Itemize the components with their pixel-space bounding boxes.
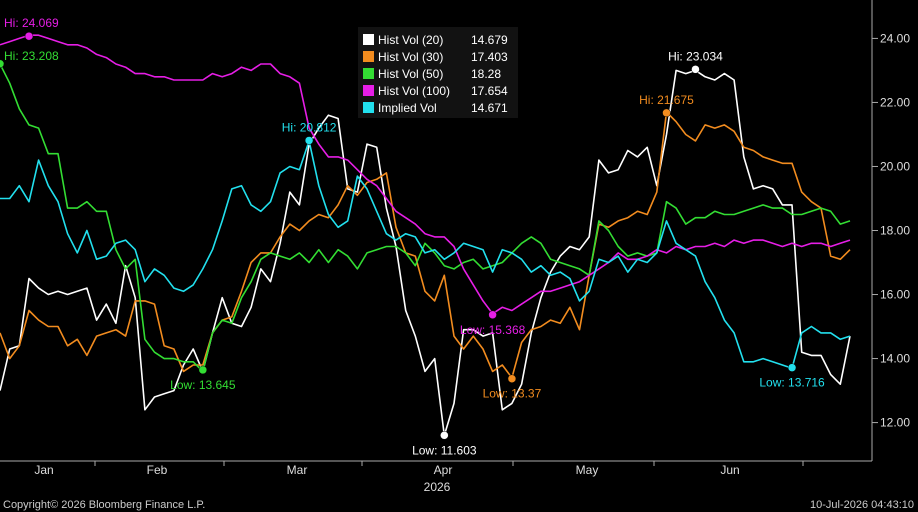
annotation-marker <box>488 310 497 320</box>
y-tick-label: 24.00 <box>880 31 910 45</box>
copyright-text: Copyright© 2026 Bloomberg Finance L.P. <box>3 499 206 511</box>
annotation-marker <box>787 363 797 372</box>
legend-series-name: Implied Vol <box>378 101 437 115</box>
annotation-label: Low: 15.368 <box>460 323 526 337</box>
legend-series-value: 14.671 <box>471 101 508 115</box>
axis-ticks: 12.00 14.00 16.00 18.00 20.00 22.00 24.00 Jan Fe… <box>34 31 910 494</box>
annotation-label: Hi: 20.812 <box>282 120 337 134</box>
legend-swatch <box>363 85 374 96</box>
year-label: 2026 <box>424 480 451 494</box>
legend-swatch <box>363 34 374 45</box>
y-tick-label: 12.00 <box>880 416 910 430</box>
legend-series-name: Hist Vol (50) <box>378 67 443 81</box>
annotation-marker <box>304 136 314 145</box>
legend: Hist Vol (20) 14.679 Hist Vol (30) 17.403 Hi… <box>358 27 518 118</box>
legend-swatch <box>363 51 374 62</box>
y-tick-label: 20.00 <box>880 159 910 173</box>
x-tick-label: Mar <box>287 463 308 477</box>
x-tick-label: Feb <box>147 463 168 477</box>
x-tick-label: Jun <box>720 463 739 477</box>
legend-series-value: 14.679 <box>471 33 508 47</box>
y-tick-label: 18.00 <box>880 224 910 238</box>
annotation-label: Hi: 21.675 <box>639 93 694 107</box>
series-line-3 <box>0 34 851 315</box>
annotation-label: Low: 13.645 <box>170 378 236 392</box>
x-tick-label: Jan <box>34 463 53 477</box>
annotation-marker <box>0 59 5 69</box>
timestamp-text: 10-Jul-2026 04:43:10 <box>810 499 914 511</box>
legend-series-name: Hist Vol (100) <box>378 84 450 98</box>
annotation-marker <box>662 108 671 118</box>
series-line-1 <box>0 111 851 379</box>
annotation-marker <box>691 65 700 74</box>
annotation-label: Hi: 23.208 <box>4 49 59 63</box>
series-line-4 <box>0 140 851 370</box>
annotation-label: Low: 11.603 <box>412 443 477 457</box>
annotation-marker <box>24 31 34 41</box>
hi-low-annotations: Hi: 24.069 Hi: 23.208 Hi: 20.812 Hi: 23.034… <box>0 16 825 457</box>
annotation-label: Low: 13.37 <box>483 387 542 401</box>
annotation-marker <box>507 374 517 383</box>
annotation-label: Low: 13.716 <box>759 376 825 390</box>
legend-series-value: 18.28 <box>471 67 501 81</box>
legend-series-name: Hist Vol (30) <box>378 50 443 64</box>
legend-swatch <box>363 68 374 79</box>
annotation-marker <box>440 431 449 440</box>
x-tick-label: Apr <box>434 463 453 477</box>
series-lines <box>0 34 851 437</box>
annotation-label: Hi: 23.034 <box>668 49 723 63</box>
legend-swatch <box>363 102 374 113</box>
series-line-2 <box>0 63 851 373</box>
annotation-label: Hi: 24.069 <box>4 16 59 30</box>
annotation-marker <box>198 365 208 375</box>
x-tick-label: May <box>576 463 599 477</box>
series-line-0 <box>0 69 851 437</box>
y-tick-label: 16.00 <box>880 288 910 302</box>
legend-series-value: 17.403 <box>471 50 508 64</box>
y-tick-label: 14.00 <box>880 352 910 366</box>
y-tick-label: 22.00 <box>880 95 910 109</box>
legend-series-name: Hist Vol (20) <box>378 33 443 47</box>
legend-series-value: 17.654 <box>471 84 508 98</box>
legend-box <box>358 27 518 118</box>
